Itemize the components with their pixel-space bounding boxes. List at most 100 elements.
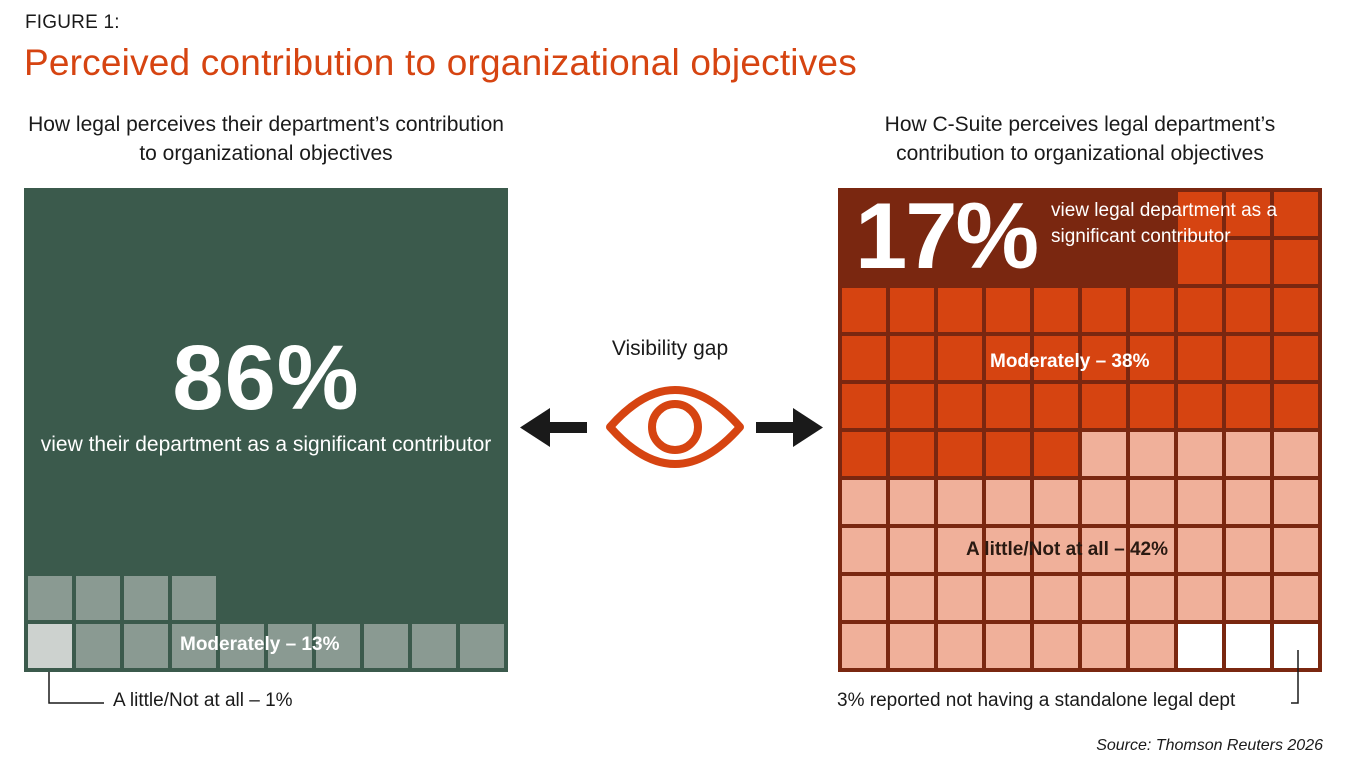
waffle-cell-no-dept bbox=[1178, 624, 1222, 668]
waffle-cell-significant bbox=[364, 336, 408, 380]
waffle-cell-little bbox=[28, 624, 72, 668]
waffle-cell-little bbox=[890, 624, 934, 668]
waffle-cell-little bbox=[1082, 576, 1126, 620]
waffle-cell-significant bbox=[220, 288, 264, 332]
waffle-cell-moderately bbox=[986, 336, 1030, 380]
waffle-cell-significant bbox=[28, 480, 72, 524]
waffle-cell-significant bbox=[28, 288, 72, 332]
waffle-cell-significant bbox=[364, 432, 408, 476]
waffle-cell-significant bbox=[364, 288, 408, 332]
waffle-cell-significant bbox=[172, 240, 216, 284]
right-subtitle: How C-Suite perceives legal department’s… bbox=[884, 113, 1276, 165]
arrow-right-icon bbox=[756, 408, 823, 447]
waffle-cell-moderately bbox=[842, 288, 886, 332]
waffle-cell-significant bbox=[220, 528, 264, 572]
waffle-cell-significant bbox=[76, 192, 120, 236]
waffle-cell-little bbox=[1274, 432, 1318, 476]
waffle-cell-significant bbox=[172, 288, 216, 332]
waffle-cell-little bbox=[1130, 576, 1174, 620]
waffle-cell-significant bbox=[412, 480, 456, 524]
waffle-cell-significant bbox=[316, 240, 360, 284]
arrow-left-icon bbox=[520, 408, 587, 447]
waffle-cell-moderately bbox=[1034, 336, 1078, 380]
significant-highlight-block bbox=[838, 188, 1176, 284]
waffle-cell-significant bbox=[28, 432, 72, 476]
waffle-cell-moderately bbox=[1178, 288, 1222, 332]
waffle-cell-significant bbox=[124, 432, 168, 476]
waffle-cell-significant bbox=[172, 336, 216, 380]
waffle-cell-little bbox=[938, 528, 982, 572]
waffle-cell-moderately bbox=[1178, 384, 1222, 428]
waffle-cell-no-dept bbox=[1226, 624, 1270, 668]
waffle-cell-moderately bbox=[1178, 336, 1222, 380]
waffle-cell-little bbox=[1082, 624, 1126, 668]
waffle-cell-significant bbox=[28, 384, 72, 428]
waffle-cell-significant bbox=[28, 192, 72, 236]
figure-label: FIGURE 1: bbox=[25, 12, 120, 33]
waffle-cell-little bbox=[1178, 432, 1222, 476]
waffle-cell-moderately bbox=[890, 432, 934, 476]
waffle-cell-moderately bbox=[268, 624, 312, 668]
waffle-cell-significant bbox=[412, 288, 456, 332]
waffle-cell-significant bbox=[316, 432, 360, 476]
legal-waffle-chart bbox=[24, 188, 508, 672]
waffle-cell-little bbox=[1274, 576, 1318, 620]
waffle-cell-moderately bbox=[842, 336, 886, 380]
waffle-cell-moderately bbox=[1274, 240, 1318, 284]
waffle-cell-moderately bbox=[1130, 384, 1174, 428]
waffle-cell-little bbox=[1178, 576, 1222, 620]
waffle-cell-significant bbox=[220, 336, 264, 380]
waffle-cell-significant bbox=[76, 384, 120, 428]
waffle-cell-significant bbox=[220, 384, 264, 428]
waffle-cell-significant bbox=[268, 384, 312, 428]
waffle-cell-significant bbox=[316, 480, 360, 524]
waffle-cell-significant bbox=[268, 432, 312, 476]
waffle-cell-significant bbox=[268, 192, 312, 236]
waffle-cell-moderately bbox=[938, 384, 982, 428]
waffle-cell-moderately bbox=[76, 624, 120, 668]
waffle-cell-little bbox=[1274, 528, 1318, 572]
waffle-cell-moderately bbox=[938, 336, 982, 380]
waffle-cell-moderately bbox=[1178, 240, 1222, 284]
waffle-cell-moderately bbox=[364, 624, 408, 668]
waffle-cell-moderately bbox=[1082, 336, 1126, 380]
waffle-cell-little bbox=[890, 480, 934, 524]
waffle-cell-moderately bbox=[1034, 288, 1078, 332]
waffle-cell-significant bbox=[172, 384, 216, 428]
waffle-cell-moderately bbox=[1034, 432, 1078, 476]
waffle-cell-no-dept bbox=[1274, 624, 1318, 668]
waffle-cell-little bbox=[1130, 528, 1174, 572]
waffle-cell-significant bbox=[460, 336, 504, 380]
left-callout-line bbox=[48, 672, 104, 704]
waffle-cell-significant bbox=[364, 192, 408, 236]
waffle-cell-moderately bbox=[890, 336, 934, 380]
waffle-cell-little bbox=[1034, 624, 1078, 668]
waffle-cell-little bbox=[1034, 528, 1078, 572]
waffle-cell-significant bbox=[124, 336, 168, 380]
waffle-cell-moderately bbox=[1274, 384, 1318, 428]
visibility-gap-label: Visibility gap bbox=[611, 337, 729, 360]
waffle-cell-moderately bbox=[1082, 384, 1126, 428]
waffle-cell-little bbox=[986, 576, 1030, 620]
waffle-cell-significant bbox=[268, 528, 312, 572]
waffle-cell-significant bbox=[364, 240, 408, 284]
waffle-cell-moderately bbox=[1226, 336, 1270, 380]
waffle-cell-significant bbox=[124, 528, 168, 572]
waffle-cell-little bbox=[842, 576, 886, 620]
waffle-cell-significant bbox=[220, 576, 264, 620]
waffle-cell-moderately bbox=[842, 432, 886, 476]
waffle-cell-significant bbox=[316, 288, 360, 332]
waffle-cell-significant bbox=[76, 432, 120, 476]
waffle-cell-significant bbox=[76, 528, 120, 572]
waffle-cell-significant bbox=[412, 336, 456, 380]
waffle-cell-little bbox=[1274, 480, 1318, 524]
waffle-cell-significant bbox=[412, 384, 456, 428]
waffle-cell-significant bbox=[460, 480, 504, 524]
waffle-cell-moderately bbox=[938, 432, 982, 476]
waffle-cell-little bbox=[890, 528, 934, 572]
waffle-cell-significant bbox=[412, 192, 456, 236]
waffle-cell-significant bbox=[28, 528, 72, 572]
waffle-cell-significant bbox=[460, 384, 504, 428]
waffle-cell-moderately bbox=[220, 624, 264, 668]
waffle-cell-little bbox=[1082, 528, 1126, 572]
